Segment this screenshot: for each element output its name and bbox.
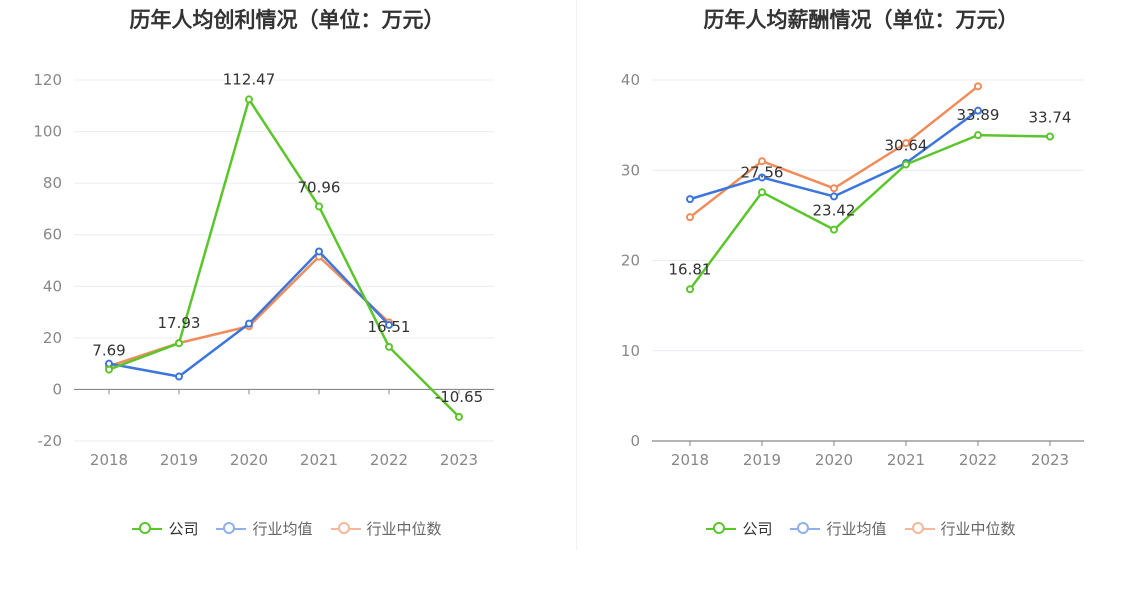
data-label: 7.69 (92, 342, 125, 360)
legend-label: 行业均值 (826, 520, 887, 538)
data-point-company (974, 131, 982, 140)
data-point-industry-avg (245, 319, 253, 328)
data-point-industry-median (902, 139, 910, 148)
y-tick-label: 100 (33, 123, 62, 141)
y-tick-label: 10 (621, 342, 640, 360)
data-label: 33.89 (957, 106, 1000, 124)
x-tick-label: 2022 (370, 451, 408, 469)
data-point-company (830, 225, 838, 234)
data-label: 16.51 (368, 318, 411, 336)
data-point-industry-avg (385, 320, 393, 329)
profit-per-capita-chart: 历年人均创利情况（单位：万元） -20 0 20 40 60 80 100 120 2018 20… (0, 8, 574, 539)
series-line-industry-median (108, 255, 390, 368)
x-tick-label: 2022 (959, 451, 997, 469)
x-tick-label: 2018 (90, 451, 128, 469)
data-label: 27.56 (741, 163, 784, 181)
y-tick-label: 60 (43, 226, 62, 244)
data-point-industry-median (686, 213, 694, 222)
data-point-company (455, 412, 463, 421)
legend: 公司 行业均值 行业中位数 (574, 518, 1148, 539)
y-tick-label: 20 (43, 329, 62, 347)
data-point-company (758, 188, 766, 197)
x-tick-label: 2019 (743, 451, 781, 469)
data-point-industry-avg (758, 173, 766, 182)
data-label: 112.47 (223, 70, 276, 88)
legend-marker-icon (790, 521, 821, 536)
legend-item-industry-median[interactable]: 行业中位数 (330, 518, 442, 539)
data-point-industry-avg (686, 195, 694, 204)
legend-marker-icon (706, 521, 737, 536)
data-label: 16.81 (669, 260, 712, 278)
y-tick-label: 0 (630, 432, 640, 450)
data-label: 33.74 (1029, 108, 1072, 126)
data-point-company (902, 160, 910, 169)
legend-item-industry-median[interactable]: 行业中位数 (904, 518, 1016, 539)
legend-item-industry-avg[interactable]: 行业均值 (790, 518, 887, 539)
legend-label: 行业中位数 (940, 520, 1016, 538)
legend-item-industry-avg[interactable]: 行业均值 (216, 518, 313, 539)
legend-marker-icon (330, 521, 361, 536)
salary-per-capita-chart: 历年人均薪酬情况（单位：万元） 0 10 20 30 40 2018 2019 2020 202… (574, 0, 1148, 589)
data-point-industry-median (974, 82, 982, 91)
x-tick-label: 2023 (440, 451, 478, 469)
y-tick-label: -20 (38, 432, 63, 450)
salary-plot-area: 0 10 20 30 40 2018 2019 2020 2021 2022 2023 16.81 27… (621, 71, 1084, 469)
legend-label: 公司 (742, 520, 773, 538)
data-label: 23.42 (813, 202, 856, 220)
legend-marker-icon (904, 521, 935, 536)
x-tick-label: 2020 (815, 451, 853, 469)
y-tick-label: 0 (52, 380, 62, 398)
x-tick-label: 2023 (1031, 451, 1069, 469)
profit-plot-area: -20 0 20 40 60 80 100 120 2018 2019 2020 2021 2022 20… (33, 70, 494, 469)
x-tick-label: 2019 (160, 451, 198, 469)
data-point-industry-avg (315, 247, 323, 256)
legend-label: 公司 (168, 520, 199, 538)
data-label: 70.96 (298, 178, 341, 196)
y-tick-label: 80 (43, 174, 62, 192)
panel-divider (576, 0, 577, 550)
data-label: 30.64 (885, 136, 928, 154)
legend-marker-icon (216, 521, 247, 536)
legend-item-company[interactable]: 公司 (132, 518, 198, 539)
data-point-company (105, 365, 113, 374)
data-label: 17.93 (158, 314, 201, 332)
y-tick-label: 30 (621, 161, 640, 179)
data-point-company (385, 342, 393, 351)
y-tick-label: 40 (43, 277, 62, 295)
legend-label: 行业中位数 (366, 520, 442, 538)
chart-title: 历年人均薪酬情况（单位：万元） (703, 8, 1019, 32)
x-tick-label: 2021 (300, 451, 338, 469)
series-line-industry-avg (108, 250, 390, 378)
legend: 公司 行业均值 行业中位数 (0, 518, 574, 539)
data-point-company (175, 339, 183, 348)
series-line-company (108, 98, 460, 418)
data-point-industry-avg (974, 106, 982, 115)
data-point-company (315, 202, 323, 211)
series-line-company (688, 133, 1051, 291)
x-tick-label: 2021 (887, 451, 925, 469)
data-point-company (245, 95, 253, 104)
chart-title: 历年人均创利情况（单位：万元） (129, 8, 445, 32)
legend-marker-icon (132, 521, 163, 536)
y-tick-label: 40 (621, 71, 640, 89)
data-point-company (686, 285, 694, 294)
data-point-industry-median (830, 184, 838, 193)
data-point-company (1046, 132, 1054, 141)
x-tick-label: 2020 (230, 451, 268, 469)
data-point-industry-avg (175, 372, 183, 381)
legend-item-company[interactable]: 公司 (706, 518, 772, 539)
y-tick-label: 20 (621, 252, 640, 270)
y-tick-label: 120 (33, 71, 62, 89)
data-label: -10.65 (435, 388, 483, 406)
data-point-industry-median (758, 157, 766, 166)
data-point-industry-avg (830, 192, 838, 201)
x-tick-label: 2018 (671, 451, 709, 469)
legend-label: 行业均值 (252, 520, 313, 538)
